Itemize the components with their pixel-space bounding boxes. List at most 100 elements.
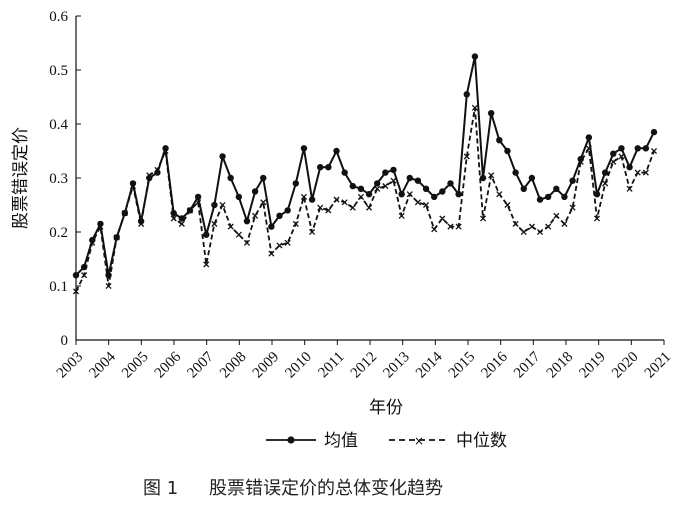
- data-point: [544, 193, 552, 201]
- data-point: [406, 174, 413, 182]
- data-point: [406, 191, 413, 198]
- data-point: [309, 228, 316, 236]
- data-point: [634, 169, 641, 176]
- data-point: [235, 231, 242, 238]
- data-point: [455, 223, 462, 230]
- data-point: [325, 164, 332, 171]
- data-point: [170, 209, 177, 217]
- data-point: [300, 145, 308, 152]
- data-point: [219, 153, 226, 160]
- x-tick-label: 2004: [86, 349, 119, 382]
- data-point: [642, 169, 649, 176]
- data-point: [398, 212, 405, 219]
- x-tick-label: 2011: [315, 349, 347, 381]
- data-point: [626, 185, 633, 192]
- legend-item-mean: 均值: [266, 431, 358, 451]
- data-point: [105, 282, 112, 290]
- data-point: [585, 134, 593, 141]
- data-point: [463, 153, 470, 160]
- data-point: [577, 158, 584, 165]
- data-point: [357, 193, 364, 200]
- x-tick-label: 2019: [576, 349, 609, 382]
- data-point: [341, 199, 348, 206]
- data-point: [317, 164, 324, 171]
- data-point: [374, 180, 381, 187]
- data-point: [154, 166, 161, 173]
- data-point: [308, 196, 316, 203]
- data-point: [431, 226, 438, 233]
- data-point: [536, 196, 544, 203]
- series-layer: [72, 53, 658, 295]
- series-line: [75, 106, 655, 292]
- y-tick-label: 0.3: [49, 171, 68, 187]
- data-point: [602, 180, 609, 187]
- data-point: [195, 199, 202, 206]
- data-point: [333, 147, 340, 155]
- data-point: [561, 193, 568, 201]
- data-point: [626, 164, 633, 171]
- data-point: [194, 193, 202, 201]
- x-tick-label: 2012: [348, 349, 381, 382]
- data-point: [252, 212, 259, 219]
- x-tick-label: 2010: [282, 349, 315, 382]
- data-point: [374, 185, 381, 192]
- data-point: [251, 188, 259, 195]
- data-point: [504, 201, 511, 209]
- data-point: [553, 212, 560, 219]
- data-point: [398, 191, 405, 198]
- data-point: [138, 220, 145, 227]
- data-point: [455, 191, 462, 198]
- data-point: [479, 174, 487, 182]
- data-point: [414, 199, 421, 206]
- data-point: [89, 239, 96, 246]
- legend-mean-label: 均值: [324, 431, 358, 451]
- data-point: [81, 272, 88, 279]
- data-point: [325, 207, 332, 214]
- y-tick-label: 0: [61, 333, 69, 349]
- y-tick-label: 0.6: [49, 9, 68, 25]
- x-tick-label: 2015: [446, 349, 479, 382]
- data-point: [447, 223, 454, 230]
- x-tick-label: 2008: [217, 349, 250, 382]
- data-point: [276, 242, 283, 249]
- data-point: [170, 215, 177, 222]
- x-tick-label: 2021: [642, 349, 675, 382]
- data-point: [227, 223, 234, 230]
- data-point: [504, 147, 511, 155]
- data-point: [593, 191, 601, 198]
- data-point: [569, 204, 576, 211]
- data-point: [292, 180, 300, 187]
- data-point: [129, 183, 137, 190]
- y-tick-label: 0.2: [49, 225, 68, 241]
- data-point: [300, 193, 308, 200]
- x-tick-label: 2007: [184, 349, 217, 382]
- data-point: [447, 180, 454, 187]
- data-point: [178, 220, 185, 227]
- series-0: [72, 53, 658, 279]
- y-axis-ticks: 0 0.1 0.2 0.3 0.4 0.5 0.6: [49, 9, 81, 349]
- data-point: [341, 169, 348, 176]
- x-tick-label: 2016: [478, 349, 511, 382]
- y-tick-label: 0.4: [49, 117, 68, 133]
- data-point: [553, 185, 560, 192]
- data-point: [366, 204, 373, 211]
- data-point: [162, 147, 169, 155]
- legend-item-median: × 中位数: [389, 431, 507, 451]
- data-point: [97, 223, 104, 230]
- figure-number: 图 1: [143, 478, 178, 499]
- data-point: [72, 272, 80, 279]
- data-point: [496, 191, 503, 198]
- data-point: [243, 218, 251, 225]
- data-point: [260, 174, 267, 182]
- legend: 均值 × 中位数: [266, 431, 507, 451]
- x-tick-label: 2017: [511, 349, 544, 382]
- x-tick-label: 2013: [380, 349, 413, 382]
- data-point: [146, 172, 153, 179]
- data-point: [512, 220, 519, 227]
- data-point: [520, 185, 527, 192]
- data-point: [333, 196, 340, 203]
- data-point: [203, 261, 210, 268]
- data-point: [268, 223, 275, 230]
- x-tick-label: 2018: [544, 349, 577, 382]
